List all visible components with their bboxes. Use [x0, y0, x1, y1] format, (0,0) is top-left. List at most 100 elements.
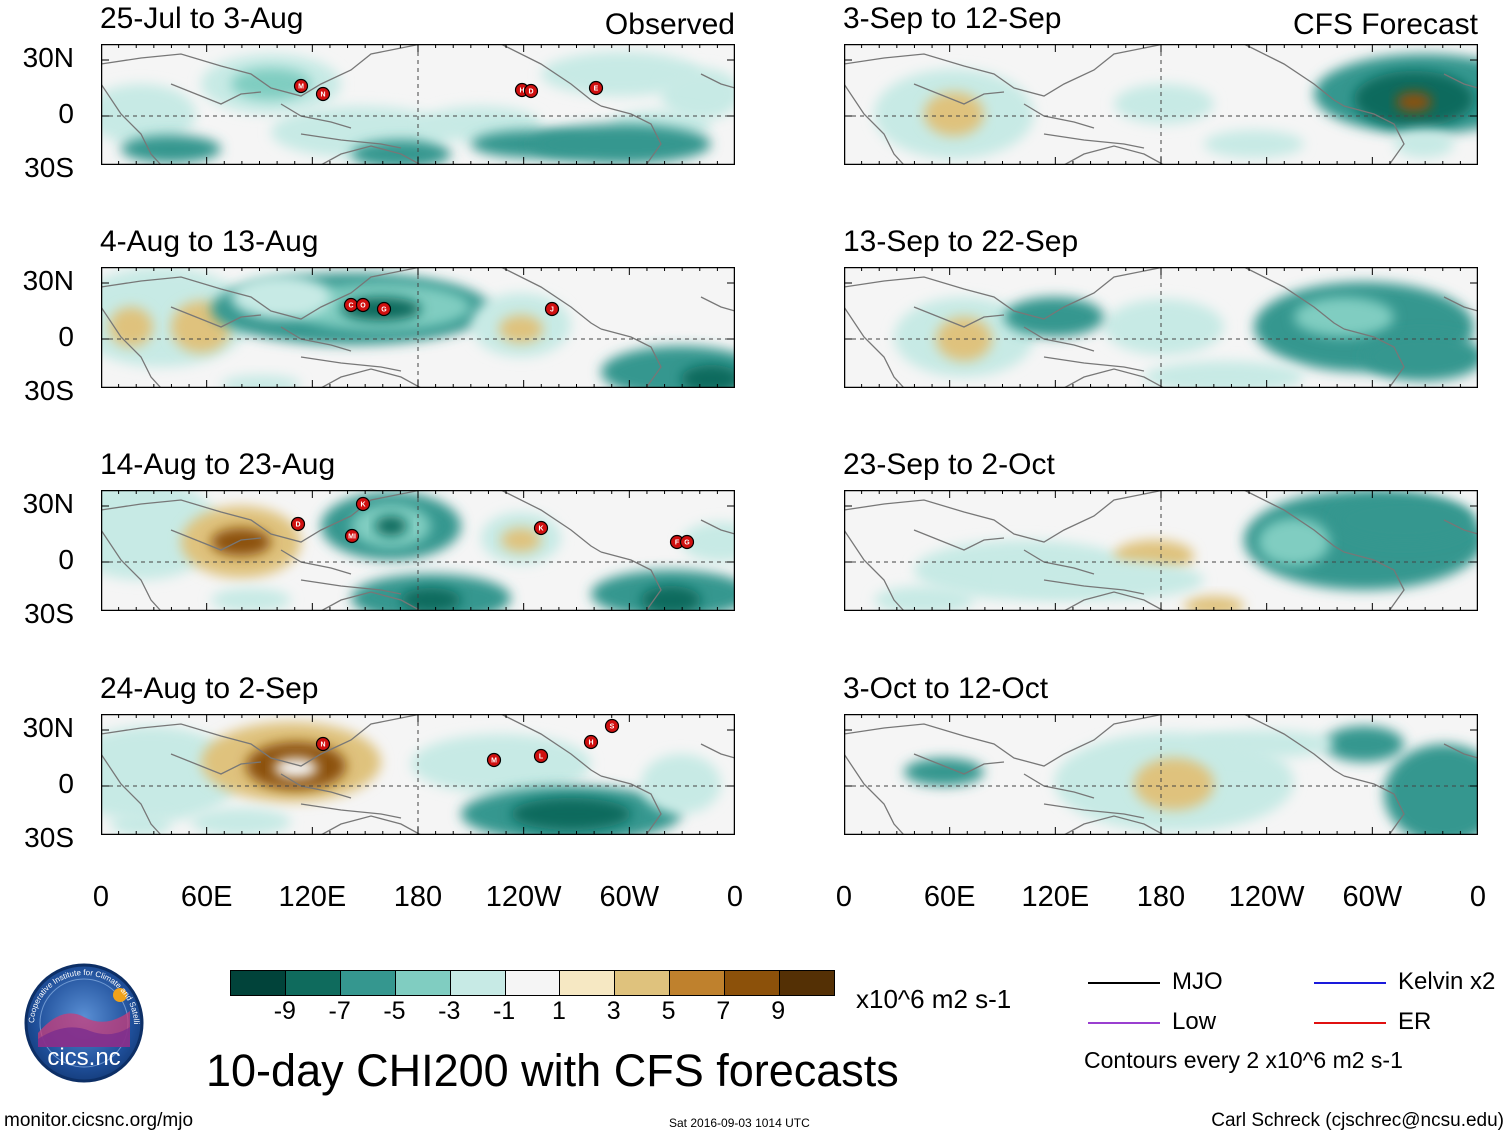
- coastline: [1043, 133, 1145, 149]
- lat-tick-label: 30S: [24, 375, 74, 406]
- storm-label: H: [588, 740, 593, 747]
- coastline: [1243, 490, 1345, 553]
- anomaly-contour: [1184, 596, 1244, 611]
- storm-marker: L: [533, 748, 549, 764]
- storm-marker: C: [343, 297, 359, 313]
- coastline: [913, 753, 1005, 775]
- map-panel: K D MI K F G: [101, 490, 735, 611]
- anomaly-contour: [111, 812, 171, 835]
- colorbar-swatch: [560, 971, 616, 995]
- chart-title: 10-day CHI200 with CFS forecasts: [206, 1045, 899, 1096]
- coastline: [600, 551, 662, 611]
- coastline: [300, 356, 402, 372]
- lon-tick-label: 180: [393, 881, 443, 913]
- storm-label: C: [348, 303, 353, 310]
- anomaly-contour: [681, 365, 735, 388]
- coastline: [170, 529, 262, 551]
- storm-marker: O: [355, 297, 371, 313]
- lat-tick-label: 0: [58, 768, 74, 799]
- panel-title: 14-Aug to 23-Aug: [100, 448, 336, 481]
- coastline: [913, 529, 1005, 551]
- anomaly-contour: [1396, 92, 1432, 112]
- storm-label: K: [360, 502, 365, 509]
- coastline: [1063, 591, 1165, 611]
- colorbar-tick-label: -5: [383, 997, 406, 1025]
- anomaly-contour: [501, 528, 541, 552]
- coastline: [320, 368, 422, 388]
- coastline: [1343, 775, 1405, 835]
- anomaly-contour: [1394, 130, 1454, 158]
- colorbar-swatch: [670, 971, 726, 995]
- anomaly-contour: [231, 275, 331, 319]
- lat-tick-label: 30S: [24, 822, 74, 853]
- storm-marker: M: [293, 78, 309, 94]
- anomaly-contour: [1114, 84, 1214, 124]
- coastline: [1043, 803, 1145, 819]
- storm-marker: N: [315, 736, 331, 752]
- storm-label: N: [320, 92, 325, 99]
- logo-text: cics.nc: [47, 1044, 120, 1071]
- coastline: [1023, 103, 1095, 129]
- coastline: [1343, 551, 1405, 611]
- coastline: [300, 579, 402, 595]
- storm-marker: M: [486, 752, 502, 768]
- storm-label: G: [381, 307, 387, 314]
- coastline: [1443, 296, 1478, 312]
- anomaly-contour: [231, 68, 311, 100]
- legend-line: [1314, 1022, 1386, 1024]
- anomaly-contour: [211, 588, 291, 611]
- colorbar-swatch: [395, 971, 451, 995]
- coastline: [500, 490, 602, 553]
- coastline: [280, 326, 352, 352]
- coastline: [844, 83, 905, 165]
- lon-tick-label: 120E: [278, 881, 347, 913]
- storm-label: D: [295, 522, 300, 529]
- lon-tick-label: 0: [726, 881, 744, 913]
- anomaly-contour: [401, 588, 461, 611]
- storm-marker: E: [588, 80, 604, 96]
- lon-tick-label: 60E: [180, 881, 233, 913]
- colorbar-swatch: [615, 971, 671, 995]
- anomaly-contour: [1364, 333, 1478, 381]
- colorbar-tick-label: 7: [716, 997, 731, 1025]
- storm-label: L: [539, 754, 544, 761]
- colorbar-tick-label: 9: [771, 997, 786, 1025]
- panel-frame: [844, 44, 1478, 165]
- coastline: [600, 328, 662, 388]
- coastline: [844, 714, 1165, 767]
- colorbar-swatch: [340, 971, 396, 995]
- anomaly-contour: [211, 528, 271, 556]
- legend-line: [1088, 982, 1160, 984]
- lat-tick-label: 0: [58, 321, 74, 352]
- footer-url[interactable]: monitor.cicsnc.org/mjo: [4, 1110, 194, 1131]
- map-panel: [844, 714, 1478, 835]
- coastline: [320, 591, 422, 611]
- storm-marker: G: [679, 534, 695, 550]
- storm-label: E: [594, 86, 599, 93]
- colorbar-tick-label: -9: [273, 997, 296, 1025]
- anomaly-contour: [531, 124, 711, 164]
- footer-author: Carl Schreck (cjschrec@ncsu.edu): [1211, 1110, 1504, 1131]
- panel-title: 3-Oct to 12-Oct: [843, 672, 1049, 705]
- coastline: [844, 267, 1165, 320]
- storm-label: M: [298, 84, 304, 91]
- coastline: [170, 753, 262, 775]
- colorbar-swatch: [725, 971, 781, 995]
- anomaly-contour: [641, 586, 701, 611]
- coastline: [1443, 73, 1478, 89]
- panel-frame: [101, 44, 735, 165]
- coastline: [101, 714, 422, 767]
- storm-marker: S: [604, 718, 620, 734]
- anomaly-contour: [1004, 297, 1104, 337]
- anomaly-contour: [191, 808, 291, 835]
- coastline: [1063, 815, 1165, 835]
- coastline: [280, 773, 352, 799]
- anomaly-contour: [1004, 560, 1204, 600]
- map-panel: C O G J: [101, 267, 735, 388]
- anomaly-contour: [1294, 297, 1394, 337]
- colorbar-swatch: [450, 971, 506, 995]
- storm-label: G: [684, 540, 690, 547]
- coastline: [280, 549, 352, 575]
- map-panel: [844, 490, 1478, 611]
- coastline: [1063, 368, 1165, 388]
